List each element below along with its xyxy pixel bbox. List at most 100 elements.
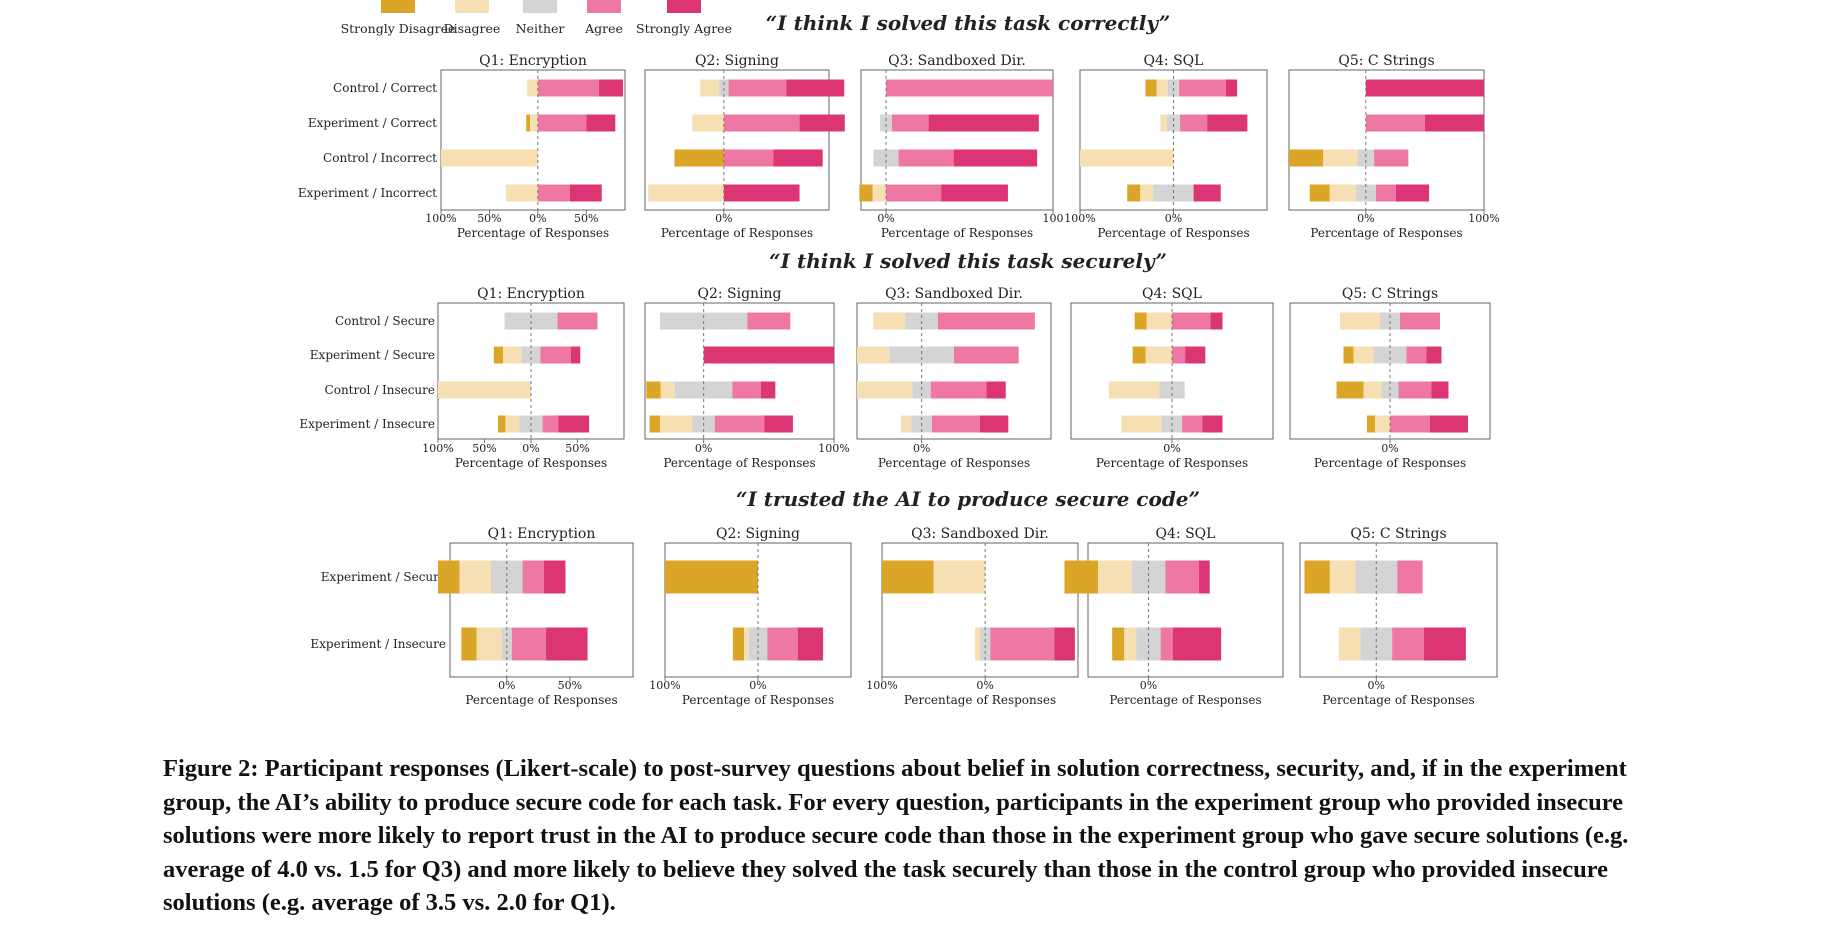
bar-1-0-1-2 <box>521 346 541 364</box>
bar-2-4-0-0 <box>1304 560 1330 594</box>
row-label-1-3: Experiment / Insecure <box>299 417 435 431</box>
bar-2-3-0-4 <box>1198 560 1210 594</box>
bar-0-4-2-1 <box>1323 149 1358 167</box>
row-label-1-0: Control / Secure <box>335 314 435 328</box>
panel-title-1-0: Q1: Encryption <box>477 286 585 302</box>
row-label-1-1: Experiment / Secure <box>310 348 435 362</box>
panel-frame-0-1 <box>644 69 830 211</box>
bar-0-0-0-3 <box>537 79 599 97</box>
tick-label-1-0-1: 50% <box>472 442 496 455</box>
panel-title-2-0: Q1: Encryption <box>488 526 596 542</box>
bar-0-1-1-3 <box>723 114 800 132</box>
bar-2-4-1-2 <box>1360 627 1393 661</box>
bar-1-3-1-1 <box>1145 346 1172 364</box>
panel-title-2-1: Q2: Signing <box>716 526 800 542</box>
bar-0-3-3-0 <box>1127 184 1141 202</box>
legend-swatch-3 <box>587 0 621 13</box>
legend-label-0: Strongly Disagree <box>341 21 456 36</box>
bar-1-1-2-4 <box>761 381 776 399</box>
bar-0-2-2-3 <box>898 149 954 167</box>
bar-0-3-3-4 <box>1193 184 1221 202</box>
bar-1-0-3-1 <box>505 415 520 433</box>
row-label-2-0: Experiment / Secure <box>321 570 446 584</box>
bar-2-4-0-3 <box>1397 560 1423 594</box>
bar-1-3-0-1 <box>1146 312 1172 330</box>
panel-frame-2-3 <box>1087 542 1284 678</box>
bar-1-3-0-3 <box>1172 312 1211 330</box>
bar-1-0-3-4 <box>558 415 590 433</box>
xlabel-2-0: Percentage of Responses <box>465 693 617 707</box>
panel-frame-0-4 <box>1288 69 1485 211</box>
bar-0-4-1-3 <box>1365 114 1425 132</box>
xlabel-0-4: Percentage of Responses <box>1310 226 1462 240</box>
bar-1-4-3-0 <box>1367 415 1375 433</box>
legend-label-4: Strongly Agree <box>636 21 732 36</box>
bar-0-1-3-4 <box>723 184 800 202</box>
tick-label-2-0-0: 0% <box>498 679 515 692</box>
bar-2-3-0-2 <box>1131 560 1166 594</box>
bar-1-1-2-3 <box>732 381 762 399</box>
xlabel-1-4: Percentage of Responses <box>1314 456 1466 470</box>
bar-0-2-2-4 <box>953 149 1038 167</box>
tick-label-0-0-1: 50% <box>477 212 501 225</box>
row-label-0-0: Control / Correct <box>333 81 437 95</box>
bar-1-4-1-3 <box>1406 346 1427 364</box>
xlabel-1-0: Percentage of Responses <box>455 456 607 470</box>
bar-2-1-1-3 <box>767 627 798 661</box>
xlabel-1-1: Percentage of Responses <box>663 456 815 470</box>
bar-0-3-0-3 <box>1179 79 1226 97</box>
tick-label-2-4-0: 0% <box>1368 679 1385 692</box>
xlabel-1-2: Percentage of Responses <box>878 456 1030 470</box>
bar-1-3-2-1 <box>1108 381 1160 399</box>
bar-1-4-2-3 <box>1398 381 1432 399</box>
xlabel-0-1: Percentage of Responses <box>661 226 813 240</box>
bar-1-1-0-3 <box>747 312 791 330</box>
bar-1-1-3-1 <box>659 415 693 433</box>
bar-2-1-1-4 <box>797 627 824 661</box>
bar-0-4-1-4 <box>1424 114 1484 132</box>
panel-title-1-4: Q5: C Strings <box>1342 286 1438 302</box>
bar-1-3-3-1 <box>1121 415 1162 433</box>
bar-0-0-2-1 <box>441 149 538 167</box>
bar-2-2-1-1 <box>974 627 980 661</box>
bar-0-3-0-1 <box>1156 79 1168 97</box>
tick-label-2-0-1: 50% <box>558 679 582 692</box>
bar-2-0-0-0 <box>438 560 460 594</box>
bar-2-3-1-0 <box>1112 627 1125 661</box>
bar-2-2-1-4 <box>1054 627 1075 661</box>
bar-1-2-2-4 <box>986 381 1006 399</box>
bar-2-2-1-2 <box>980 627 991 661</box>
panel-title-2-4: Q5: C Strings <box>1350 526 1446 542</box>
panel-title-0-2: Q3: Sandboxed Dir. <box>888 53 1026 69</box>
bar-0-3-1-1 <box>1160 114 1167 132</box>
bar-0-2-3-0 <box>859 184 873 202</box>
tick-label-2-2-1: 0% <box>976 679 993 692</box>
bar-0-1-1-1 <box>692 114 724 132</box>
bar-2-4-1-4 <box>1423 627 1466 661</box>
bar-1-3-1-3 <box>1172 346 1186 364</box>
bar-2-4-0-1 <box>1329 560 1356 594</box>
bar-1-1-3-4 <box>764 415 793 433</box>
bar-2-4-1-1 <box>1338 627 1361 661</box>
bar-1-2-3-3 <box>932 415 980 433</box>
tick-label-1-4-0: 0% <box>1381 442 1398 455</box>
bar-2-0-1-1 <box>476 627 502 661</box>
bar-0-3-2-1 <box>1080 149 1174 167</box>
legend-label-1: Disagree <box>444 21 501 36</box>
bar-1-2-0-3 <box>937 312 1035 330</box>
bar-0-4-2-2 <box>1357 149 1375 167</box>
bar-1-4-1-2 <box>1373 346 1407 364</box>
bar-0-1-3-1 <box>648 184 724 202</box>
bar-1-4-0-3 <box>1400 312 1440 330</box>
panel-frame-2-0 <box>449 542 634 678</box>
section-title-1: “I think I solved this task securely” <box>769 249 1167 273</box>
xlabel-2-3: Percentage of Responses <box>1109 693 1261 707</box>
bar-1-0-1-1 <box>503 346 522 364</box>
xlabel-1-3: Percentage of Responses <box>1096 456 1248 470</box>
bar-1-0-0-3 <box>557 312 598 330</box>
bar-0-4-3-0 <box>1309 184 1330 202</box>
bar-0-2-1-3 <box>891 114 929 132</box>
tick-label-0-0-0: 100% <box>425 212 456 225</box>
xlabel-0-3: Percentage of Responses <box>1097 226 1249 240</box>
